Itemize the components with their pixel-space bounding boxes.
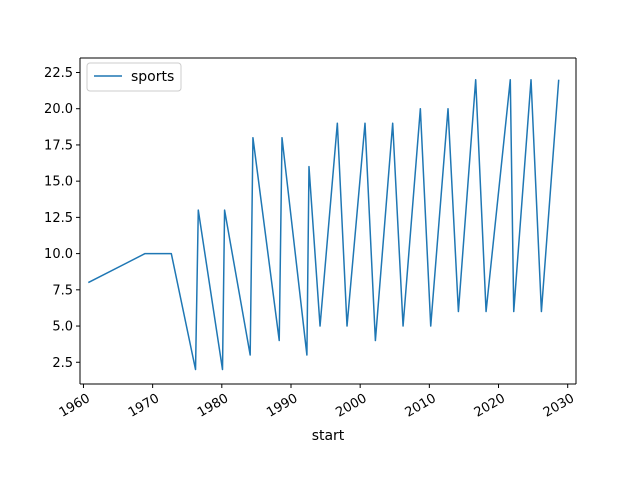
data-point: [430, 325, 432, 327]
legend: sports: [86, 62, 182, 92]
data-point: [541, 311, 543, 313]
y-tick-label: 22.5: [44, 66, 73, 81]
data-point: [513, 311, 515, 313]
data-point: [222, 369, 224, 371]
axes-layer: [79, 57, 577, 385]
y-tick-label: 15.0: [44, 175, 73, 190]
data-point: [306, 354, 308, 356]
data-point: [278, 340, 280, 342]
data-point: [249, 354, 251, 356]
data-point: [458, 311, 460, 313]
y-tick-label: 7.5: [52, 283, 73, 298]
data-point: [530, 79, 532, 81]
data-point: [319, 325, 321, 327]
data-point: [375, 340, 377, 342]
data-point: [195, 369, 197, 371]
y-tick-label: 12.5: [44, 211, 73, 226]
data-point: [171, 253, 173, 255]
data-point: [88, 282, 90, 284]
y-tick-label: 5.0: [52, 320, 73, 335]
data-point: [281, 137, 283, 139]
y-axis-ticks: 2.5 5.0 7.5 10.0 12.5 15.0 17.5 20.0 22.5: [44, 66, 80, 371]
legend-label-sports: sports: [131, 69, 174, 85]
data-point: [224, 209, 226, 211]
x-axis-label: start: [312, 428, 345, 444]
data-point: [337, 122, 339, 124]
data-point: [485, 311, 487, 313]
data-point: [402, 325, 404, 327]
data-point: [392, 122, 394, 124]
data-point: [252, 137, 254, 139]
legend-box: [86, 62, 182, 92]
data-point: [447, 108, 449, 110]
data-point: [197, 209, 199, 211]
data-point: [144, 253, 146, 255]
y-tick-label: 17.5: [44, 138, 73, 153]
plot-area: [80, 58, 576, 384]
data-point: [558, 79, 560, 81]
y-tick-label: 20.0: [44, 102, 73, 117]
y-tick-label: 2.5: [52, 356, 73, 371]
series-layer: [87, 78, 560, 371]
data-point: [509, 79, 511, 81]
data-point: [420, 108, 422, 110]
data-point: [475, 79, 477, 81]
data-point: [346, 325, 348, 327]
y-tick-label: 10.0: [44, 247, 73, 262]
data-point: [308, 166, 310, 168]
data-point: [364, 122, 366, 124]
series-line-sports: [87, 78, 560, 371]
